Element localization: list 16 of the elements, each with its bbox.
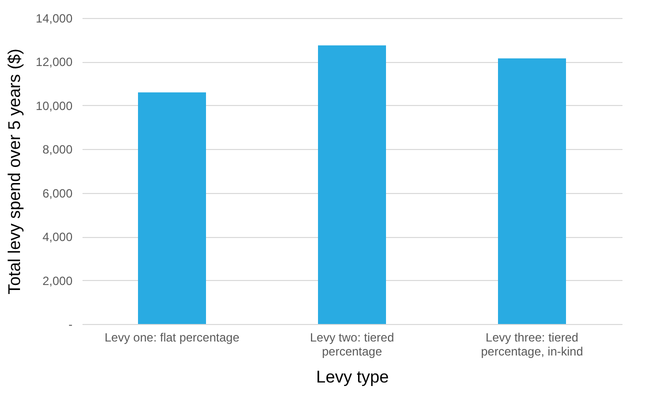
- y-axis-title: Total levy spend over 5 years ($): [4, 48, 24, 294]
- y-tick-label: 2,000: [42, 274, 73, 288]
- bar: [498, 58, 566, 324]
- y-tick-label: 8,000: [42, 142, 73, 157]
- y-tick-label: 10,000: [36, 98, 73, 113]
- y-tick-label: 14,000: [36, 12, 73, 26]
- y-tick-label: 12,000: [36, 55, 73, 70]
- y-tick-label: -: [68, 318, 72, 332]
- x-tick-label: Levy one: flat percentage: [104, 330, 240, 344]
- x-tick-label: Levy two: tiered percentage: [310, 330, 394, 358]
- y-tick-label: 4,000: [42, 230, 73, 244]
- y-tick-label: 6,000: [42, 186, 73, 200]
- bar: [138, 92, 206, 324]
- x-axis-title: Levy type: [316, 368, 389, 386]
- x-tick-label: Levy three: tiered percentage, in-kind: [480, 330, 584, 358]
- bar: [318, 45, 386, 324]
